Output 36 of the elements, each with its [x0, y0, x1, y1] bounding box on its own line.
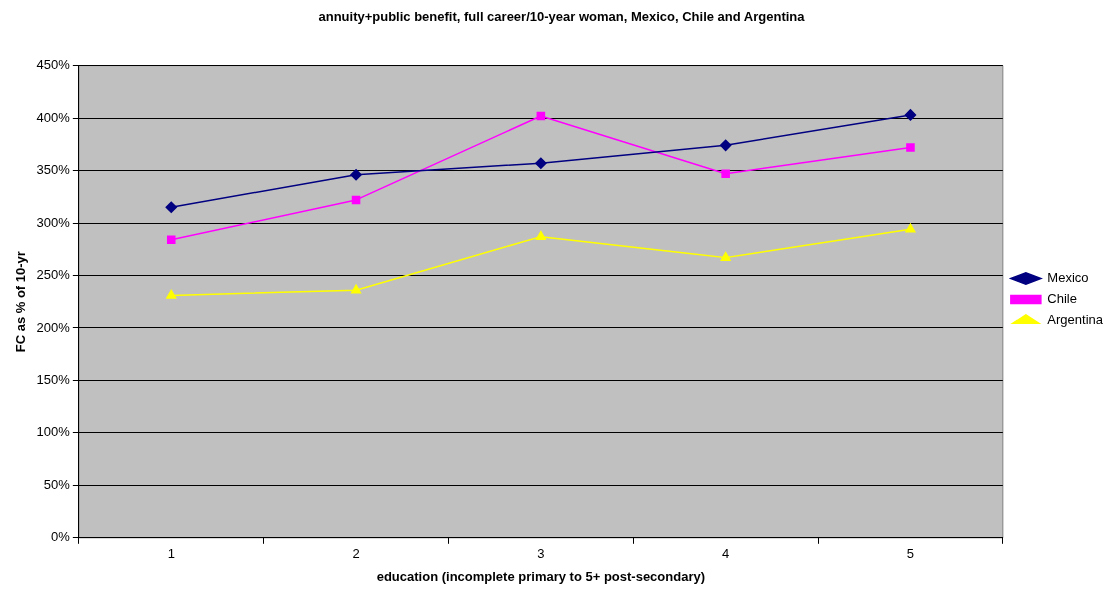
point: [904, 109, 917, 121]
point: [905, 223, 916, 233]
x-tick-label: 1: [167, 546, 175, 562]
point: [535, 230, 546, 240]
y-tick-label: 50%: [43, 476, 71, 492]
chart-title: annuity+public benefit, full career/10-year woman, Mexico, Chile and Argentina: [318, 9, 806, 25]
y-tick-label: 150%: [36, 371, 71, 387]
y-tick-label: 400%: [36, 109, 71, 125]
y-axis-title: FC as % of 10-yr: [13, 251, 29, 353]
point: [165, 201, 177, 214]
y-tick-label: 0%: [51, 529, 71, 545]
x-tick-label: 4: [722, 546, 730, 562]
point: [350, 168, 362, 181]
point: [166, 289, 177, 299]
point: [166, 235, 176, 245]
legend-label: Argentina: [1047, 312, 1104, 328]
legend-label: Chile: [1047, 291, 1077, 307]
x-tick-label: 2: [352, 546, 360, 562]
point: [535, 157, 547, 169]
point: [720, 251, 731, 261]
y-tick-label: 350%: [36, 162, 71, 178]
x-axis-title: education (incomplete primary to 5+ post-secondary): [376, 568, 706, 584]
y-tick-label: 300%: [36, 214, 71, 230]
point: [351, 195, 361, 205]
legend-label: Mexico: [1047, 270, 1089, 286]
y-tick-label: 100%: [36, 424, 71, 440]
point: [721, 169, 730, 178]
y-tick-label: 200%: [36, 319, 71, 335]
x-tick-label: 3: [537, 546, 545, 562]
y-tick-label: 450%: [36, 57, 71, 73]
y-tick-label: 250%: [36, 267, 71, 283]
x-tick-label: 5: [906, 546, 915, 562]
point: [719, 139, 732, 152]
point: [906, 143, 915, 152]
point: [536, 111, 546, 121]
point: [350, 284, 362, 294]
